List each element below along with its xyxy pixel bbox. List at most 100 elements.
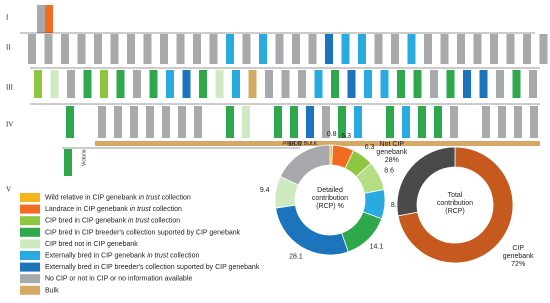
legend-text: in trust	[147, 252, 169, 259]
legend-swatch	[20, 216, 40, 226]
pedigree-node	[146, 106, 154, 138]
pedigree-node	[67, 70, 75, 98]
pedigree-node	[265, 70, 273, 98]
legend-swatch	[20, 262, 40, 272]
category-label: Not CIP genebank	[376, 140, 408, 156]
pedigree-node	[45, 5, 53, 33]
legend-swatch	[20, 274, 40, 284]
value-label: 8.6	[384, 167, 394, 174]
pedigree-node	[274, 106, 282, 138]
pedigree-node	[61, 34, 69, 64]
pedigree-node	[341, 34, 350, 64]
pedigree-node	[298, 70, 306, 98]
legend-label: CIP bred not in CIP genebank	[45, 241, 138, 248]
pedigree-node	[44, 34, 53, 64]
value-label: 28.1	[289, 253, 303, 260]
legend-swatch	[20, 285, 40, 295]
legend-label: CIP bred in CIP genebank in trust collec…	[45, 218, 180, 225]
legend-label: No CIP or not in CIP or no information a…	[45, 276, 192, 283]
legend-label: Externally bred in CIP breeder's collect…	[45, 264, 260, 271]
donut-center-label: Detailed contribution (RCP) %	[311, 187, 349, 210]
pedigree-node	[83, 70, 92, 98]
pedigree-node	[430, 70, 438, 98]
pedigree-node	[482, 106, 490, 138]
legend-swatch	[20, 227, 40, 237]
pedigree-node	[380, 70, 389, 98]
pedigree-node	[194, 106, 202, 138]
pedigree-node	[66, 106, 74, 138]
pedigree-node	[248, 70, 257, 98]
pedigree-node	[176, 34, 185, 64]
pedigree-node	[100, 70, 108, 98]
pedigree-node	[193, 34, 201, 64]
pedigree-node	[259, 34, 267, 64]
pedigree-node	[386, 106, 394, 138]
legend-swatch	[20, 239, 40, 249]
pedigree-node	[94, 34, 102, 64]
pedigree-node	[160, 34, 168, 64]
pedigree-node	[506, 34, 515, 64]
pedigree-node	[199, 70, 207, 98]
legend-text: in trust	[139, 194, 161, 201]
root-label: Victoria	[81, 149, 87, 166]
donut-segment	[279, 144, 331, 186]
pedigree-node	[182, 70, 191, 98]
pedigree-node	[77, 34, 86, 64]
pedigree-node	[292, 34, 300, 64]
legend-text: CIP bred not in CIP genebank	[45, 241, 138, 248]
pedigree-node	[209, 34, 218, 64]
bulk-bar	[95, 141, 540, 146]
pedigree-node	[418, 106, 426, 138]
pedigree-node	[523, 34, 531, 64]
legend-text: in trust	[130, 206, 152, 213]
legend-swatch	[20, 204, 40, 214]
legend-text: in trust	[128, 218, 150, 225]
legend-text: No CIP or not in CIP or no information a…	[45, 276, 192, 283]
pedigree-node	[457, 34, 465, 64]
pedigree-node	[130, 106, 138, 138]
pedigree-node	[391, 34, 399, 64]
pedigree-node	[450, 106, 458, 138]
pedigree-node	[358, 34, 366, 64]
legend-label: Wild relative in CIP genebank in trust c…	[45, 194, 191, 201]
legend-text: Landrace in CIP genebank	[45, 206, 130, 213]
pedigree-node	[512, 70, 521, 98]
pedigree-node	[308, 34, 317, 64]
bulk-label: PREC02 BULK	[283, 141, 318, 147]
value-label: 8.6	[391, 202, 401, 209]
legend-label: CIP bred in CIP breeder's collection sup…	[45, 229, 241, 236]
donut-segment	[397, 146, 514, 264]
legend-text: Wild relative in CIP genebank	[45, 194, 139, 201]
pedigree-node	[354, 106, 362, 138]
pedigree-node	[242, 34, 251, 64]
level-label: IV	[6, 121, 13, 129]
value-label: 18.0	[288, 141, 302, 148]
donut-segment	[275, 204, 349, 256]
pedigree-node	[110, 34, 119, 64]
pedigree-node	[530, 106, 538, 138]
pedigree-node	[402, 106, 410, 138]
pedigree-node	[440, 34, 449, 64]
pedigree-node	[162, 106, 170, 138]
pedigree-node	[275, 34, 284, 64]
pedigree-node	[446, 70, 455, 98]
pedigree-node	[514, 106, 522, 138]
level-label: V	[6, 186, 11, 194]
value-label: 72%	[511, 261, 526, 269]
pedigree-node	[322, 106, 330, 138]
value-label: 0.8	[327, 131, 337, 138]
pedigree-node	[539, 34, 548, 64]
pedigree-node	[338, 106, 346, 138]
legend-text: collection	[160, 194, 191, 201]
pedigree-node	[529, 70, 537, 98]
value-label: 28%	[384, 156, 399, 164]
pedigree-node	[127, 34, 135, 64]
pedigree-node	[226, 34, 234, 64]
level-label: III	[6, 84, 14, 92]
pedigree-node	[133, 70, 141, 98]
pedigree-node	[178, 106, 186, 138]
pedigree-node	[149, 70, 158, 98]
pedigree-node	[34, 70, 42, 98]
pedigree-node	[242, 106, 250, 138]
